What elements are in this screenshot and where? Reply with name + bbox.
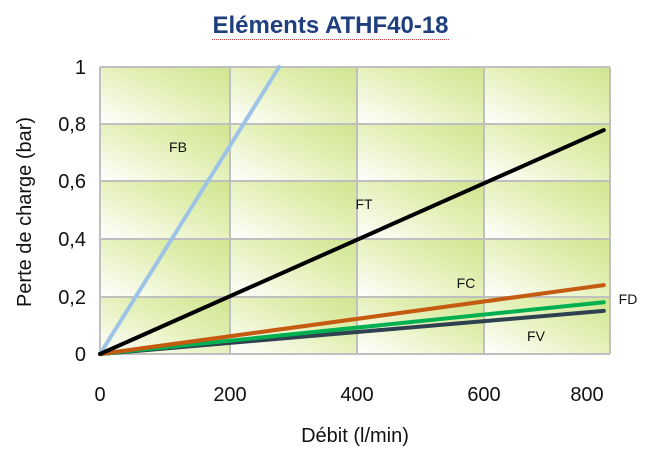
y-tick-label: 0,8 [58,114,86,136]
y-tick-label: 0,2 [58,287,86,309]
plot-cell [100,124,230,181]
plot-cell [100,67,230,124]
series-label-ft: FT [355,196,373,212]
x-tick-label: 800 [570,384,603,406]
y-tick-label: 0,4 [58,229,86,251]
plot-cell [100,181,230,239]
plot-cell [357,239,484,297]
plot-cell [230,181,357,239]
y-tick-label: 1 [75,57,86,79]
series-line-fd [98,300,606,356]
y-tick-label: 0,6 [58,171,86,193]
plot-background [100,67,610,354]
y-tick-labels: 0 0,2 0,4 0,6 0,8 1 [58,57,86,366]
x-tick-label: 600 [467,384,500,406]
x-tick-label: 200 [213,384,246,406]
y-axis-label: Perte de charge (bar) [14,117,36,307]
plot-cell [357,67,484,124]
x-tick-label: 0 [94,384,105,406]
x-tick-label: 400 [340,384,373,406]
series-label-fc: FC [457,275,476,291]
plot-cell [357,124,484,181]
chart-title: Eléments ATHF40-18 [0,12,661,40]
series-lines [98,65,606,356]
series-line-ft [98,128,606,356]
series-labels: FB FT FC FD FV [169,139,637,344]
series-label-fv: FV [527,328,546,344]
gridlines [99,66,611,355]
plot-cell [484,124,610,181]
x-tick-labels: 0 200 400 600 800 [94,384,603,406]
plot-cell [230,297,357,354]
y-tick-label: 0 [75,344,86,366]
plot-cell [230,124,357,181]
series-line-fb [98,65,282,356]
series-label-fb: FB [169,139,187,155]
x-axis-label: Débit (l/min) [301,425,409,447]
series-line-fc [98,283,606,356]
series-label-fd: FD [619,291,638,307]
plot-cell [484,67,610,124]
chart-title-text: Eléments ATHF40-18 [212,12,449,40]
plot-cell [484,181,610,239]
